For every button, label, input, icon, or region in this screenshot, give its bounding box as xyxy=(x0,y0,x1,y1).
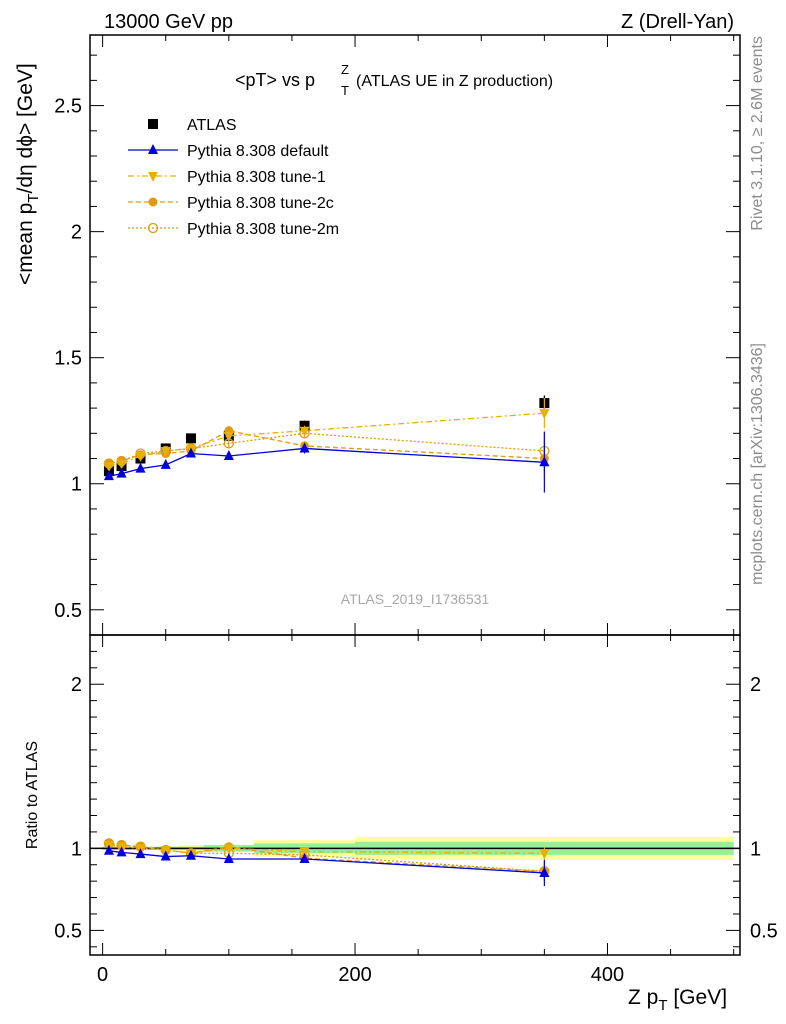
pythia-8-308-default-ratio-line xyxy=(108,850,545,874)
header-left: 13000 GeV pp xyxy=(104,11,233,33)
y-tick-label: 1 xyxy=(71,474,82,496)
plot-title: <pT> vs p Z T (ATLAS UE in Z production) xyxy=(235,62,553,98)
ratio-y-tick-label: 2 xyxy=(71,674,82,696)
legend-marker-pythia-8-308-default xyxy=(148,144,158,154)
ratio-y-tick-label: 1 xyxy=(71,838,82,860)
ratio-y-tick-label-right: 0.5 xyxy=(750,920,778,942)
legend-label-pythia-8-308-tune-2m: Pythia 8.308 tune-2m xyxy=(187,221,339,238)
pythia-8-308-tune-2c-ratio-line xyxy=(108,842,545,872)
svg-text:<mean pT/dη dϕ> [GeV]: <mean pT/dη dϕ> [GeV] xyxy=(14,63,42,285)
title-main: <pT> vs p xyxy=(235,70,315,90)
pythia-8-308-tune-1-point xyxy=(116,459,127,470)
y-label-sub: T xyxy=(25,194,42,203)
pythia-8-308-tune-1-point xyxy=(539,409,550,420)
legend-item-pythia-8-308-tune-1: Pythia 8.308 tune-1 xyxy=(128,169,326,186)
pythia-8-308-default-ratio-point xyxy=(103,844,114,855)
x-tick-label: 0 xyxy=(97,964,108,986)
pythia-8-308-default-ratio-point xyxy=(299,853,310,863)
ratio-y-tick-label: 0.5 xyxy=(54,920,82,942)
pythia-8-308-default-point xyxy=(223,450,234,461)
pythia-8-308-default-ratio-point xyxy=(185,849,196,860)
ratio-y-tick-label-right: 2 xyxy=(750,674,761,696)
rivet-text: Rivet 3.1.10, ≥ 2.6M events xyxy=(749,36,766,231)
y-tick-label: 1.5 xyxy=(54,348,82,370)
analysis-watermark: ATLAS_2019_I1736531 xyxy=(341,591,490,607)
legend-item-atlas: ATLAS xyxy=(148,117,237,134)
legend-marker-atlas xyxy=(148,119,158,129)
axes-ticks: 0 200 400 0.5 1 1.5 2 2.5 0.5 0.5 1 1 2 2 xyxy=(54,35,778,986)
pythia-8-308-tune-2m-ratio-line xyxy=(108,842,545,872)
pythia-8-308-tune-1-point xyxy=(135,452,146,463)
mcplots-text: mcplots.cern.ch [arXiv:1306.3436] xyxy=(749,343,766,585)
x-label-post: [GeV] xyxy=(668,986,728,1009)
y-label-pre: <mean p xyxy=(14,203,37,285)
series-layer xyxy=(103,395,550,887)
x-label-pre: Z p xyxy=(628,986,658,1009)
legend-label-pythia-8-308-tune-2c: Pythia 8.308 tune-2c xyxy=(187,195,334,212)
atlas-point xyxy=(185,433,196,444)
legend-label-pythia-8-308-tune-1: Pythia 8.308 tune-1 xyxy=(187,169,326,186)
ratio-axis-label: Ratio to ATLAS xyxy=(24,741,41,849)
pythia-8-308-tune-1-ratio-point xyxy=(539,849,550,860)
legend-marker-pythia-8-308-tune-1 xyxy=(148,172,158,182)
header-right: Z (Drell-Yan) xyxy=(621,11,734,33)
pythia-8-308-tune-1-ratio-point xyxy=(223,844,234,855)
pythia-8-308-tune-1-ratio-line xyxy=(108,844,545,854)
pythia-8-308-default-ratio-point xyxy=(116,846,127,857)
ratio-panel-frame xyxy=(89,634,741,956)
pythia-8-308-default-point xyxy=(539,456,550,467)
legend-item-pythia-8-308-tune-2m: Pythia 8.308 tune-2m xyxy=(128,221,339,238)
pythia-8-308-default-ratio-point xyxy=(160,850,171,861)
y-tick-label: 2 xyxy=(71,222,82,244)
pythia-8-308-tune-1-point xyxy=(103,462,114,473)
pythia-8-308-default-point xyxy=(116,467,127,478)
legend-label-atlas: ATLAS xyxy=(187,117,237,134)
pythia-8-308-tune-1-point xyxy=(160,446,171,457)
pythia-8-308-default-point xyxy=(299,442,310,453)
pythia-8-308-default-point xyxy=(160,458,171,469)
x-tick-label: 200 xyxy=(338,964,371,986)
ratio-y-tick-label-right: 1 xyxy=(750,838,761,860)
title-tail: (ATLAS UE in Z production) xyxy=(356,73,553,90)
y-tick-label: 0.5 xyxy=(54,600,82,622)
title-sup: Z xyxy=(341,62,349,77)
pythia-8-308-default-line xyxy=(108,447,545,477)
svg-text:Z pT [GeV]: Z pT [GeV] xyxy=(628,986,727,1014)
title-sub: T xyxy=(341,83,349,98)
pythia-8-308-default-point xyxy=(135,462,146,473)
pythia-8-308-default-ratio-point xyxy=(539,866,550,877)
x-label-sub: T xyxy=(658,997,667,1014)
legend-marker-pythia-8-308-tune-2c xyxy=(148,197,158,207)
legend: ATLAS Pythia 8.308 default Pythia 8.308 tu… xyxy=(128,117,339,238)
pythia-8-308-tune-1-point xyxy=(299,426,310,437)
plot-frames xyxy=(89,34,741,956)
legend-label-pythia-8-308-default: Pythia 8.308 default xyxy=(187,143,329,160)
y-label-post: /dη dϕ> [GeV] xyxy=(14,63,37,193)
legend-item-pythia-8-308-tune-2c: Pythia 8.308 tune-2c xyxy=(128,195,334,212)
x-tick-label: 400 xyxy=(591,964,624,986)
legend-item-pythia-8-308-default: Pythia 8.308 default xyxy=(128,143,329,160)
pythia-8-308-default-ratio-point xyxy=(135,848,146,859)
pythia-8-308-default-point xyxy=(103,470,114,481)
pythia-8-308-tune-1-ratio-point xyxy=(299,847,310,858)
y-tick-label: 2.5 xyxy=(54,96,82,118)
pythia-8-308-default-point xyxy=(185,447,196,458)
x-axis-label: Z pT [GeV] xyxy=(628,986,727,1014)
pythia-8-308-tune-1-point xyxy=(223,431,234,442)
y-axis-label: <mean pT/dη dϕ> [GeV] xyxy=(14,63,42,285)
pythia-8-308-default-ratio-point xyxy=(223,853,234,863)
legend-marker-pythia-8-308-tune-2m xyxy=(147,222,159,234)
